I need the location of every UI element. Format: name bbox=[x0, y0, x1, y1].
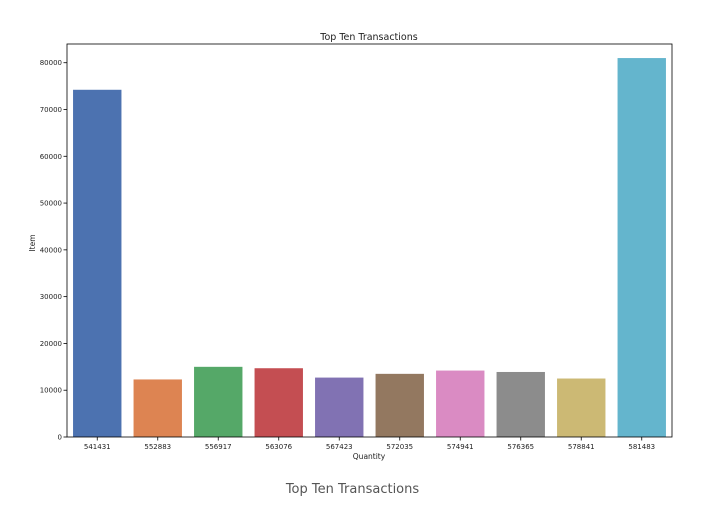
x-axis: 541431 552883 556917 563076 567423 572035 5749… bbox=[84, 437, 655, 451]
bar-556917 bbox=[194, 367, 242, 437]
bars-group bbox=[73, 58, 666, 437]
y-tick-label: 70000 bbox=[40, 106, 62, 114]
x-tick-label: 556917 bbox=[205, 443, 232, 451]
x-tick-label: 578841 bbox=[568, 443, 595, 451]
bar-567423 bbox=[315, 378, 363, 437]
x-tick-label: 574941 bbox=[447, 443, 474, 451]
bar-572035 bbox=[376, 374, 424, 437]
y-tick-label: 10000 bbox=[40, 387, 62, 395]
y-axis: 0 10000 20000 30000 40000 50000 60000 70000 8000… bbox=[40, 59, 67, 441]
y-tick-label: 20000 bbox=[40, 340, 62, 348]
y-tick-label: 0 bbox=[58, 434, 62, 442]
figure-caption: Top Ten Transactions bbox=[0, 482, 705, 497]
bar-552883 bbox=[134, 379, 182, 437]
x-tick-label: 552883 bbox=[144, 443, 171, 451]
bar-574941 bbox=[436, 371, 484, 437]
y-axis-label: Item bbox=[28, 234, 37, 251]
y-tick-label: 80000 bbox=[40, 59, 62, 67]
bar-578841 bbox=[557, 379, 605, 437]
chart-title: Top Ten Transactions bbox=[319, 32, 417, 43]
plot-frame bbox=[67, 44, 672, 437]
x-tick-label: 567423 bbox=[326, 443, 353, 451]
x-tick-label: 563076 bbox=[265, 443, 292, 451]
y-tick-label: 40000 bbox=[40, 246, 62, 254]
bar-581483 bbox=[618, 58, 666, 437]
bar-541431 bbox=[73, 90, 121, 437]
x-tick-label: 576365 bbox=[507, 443, 534, 451]
bar-563076 bbox=[255, 368, 303, 437]
y-tick-label: 60000 bbox=[40, 153, 62, 161]
bar-chart: Top Ten Transactions 0 10000 20000 30000 400… bbox=[0, 0, 705, 478]
x-tick-label: 581483 bbox=[628, 443, 655, 451]
x-tick-label: 572035 bbox=[386, 443, 413, 451]
y-tick-label: 30000 bbox=[40, 293, 62, 301]
x-axis-label: Quantity bbox=[353, 452, 386, 461]
y-tick-label: 50000 bbox=[40, 200, 62, 208]
bar-576365 bbox=[497, 372, 545, 437]
x-tick-label: 541431 bbox=[84, 443, 111, 451]
